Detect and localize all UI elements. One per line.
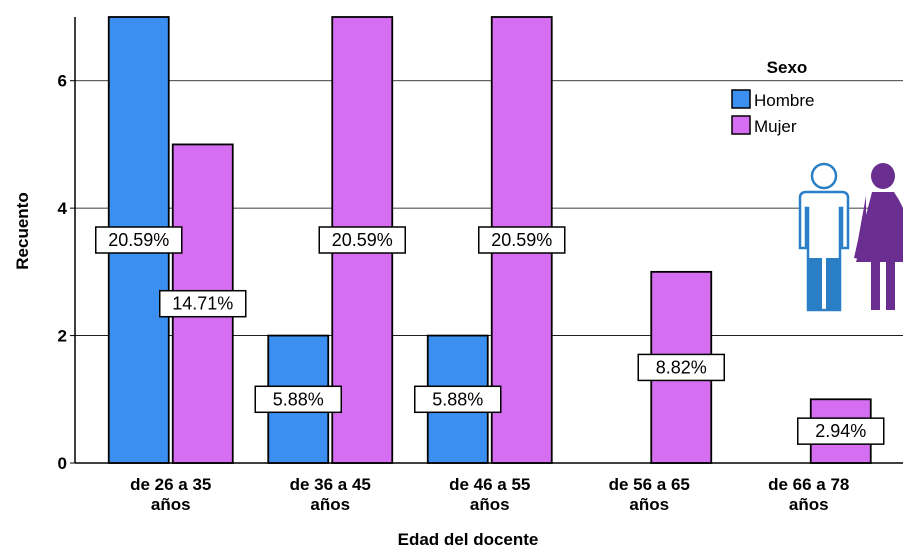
legend-label-hombre: Hombre bbox=[754, 91, 814, 110]
svg-text:2.94%: 2.94% bbox=[815, 421, 866, 441]
svg-text:5.88%: 5.88% bbox=[432, 389, 483, 409]
data-labels: 20.59% 14.71% 5.88% 20.59% 5.88% 20.59% 8.82% 2… bbox=[95, 226, 885, 445]
x-category-label: de 26 a 35 años bbox=[130, 475, 211, 514]
x-category-label: de 56 a 65 años bbox=[609, 475, 690, 514]
data-label-mujer-2: 20.59% bbox=[478, 226, 566, 254]
x-category-label: de 36 a 45 años bbox=[290, 475, 371, 514]
x-category-label: de 66 a 78 años bbox=[768, 475, 849, 514]
y-tick-label: 0 bbox=[58, 454, 67, 473]
y-tick-label: 2 bbox=[58, 327, 67, 346]
axes bbox=[74, 17, 903, 464]
svg-text:5.88%: 5.88% bbox=[273, 389, 324, 409]
x-category-labels: de 26 a 35 años de 36 a 45 años de 46 a 55 añ… bbox=[130, 475, 849, 514]
svg-text:20.59%: 20.59% bbox=[108, 230, 169, 250]
x-category-label: de 46 a 55 años bbox=[449, 475, 530, 514]
legend-label-mujer: Mujer bbox=[754, 117, 797, 136]
legend-swatch-mujer bbox=[731, 115, 751, 135]
legend-title: Sexo bbox=[767, 58, 808, 77]
svg-text:20.59%: 20.59% bbox=[491, 230, 552, 250]
data-label-mujer-3: 8.82% bbox=[637, 353, 725, 382]
data-label-hombre-2: 5.88% bbox=[414, 385, 502, 414]
legend-swatch-hombre bbox=[731, 89, 751, 109]
data-label-hombre-1: 5.88% bbox=[254, 385, 342, 414]
data-label-mujer-1: 20.59% bbox=[318, 226, 406, 254]
legend: Sexo Hombre Mujer bbox=[731, 58, 814, 136]
y-ticks: 0 2 4 6 bbox=[58, 72, 75, 473]
data-label-hombre-0: 20.59% bbox=[95, 226, 183, 254]
y-tick-label: 4 bbox=[58, 199, 68, 218]
y-tick-label: 6 bbox=[58, 72, 67, 91]
svg-text:8.82%: 8.82% bbox=[656, 357, 707, 377]
male-person-icon bbox=[798, 162, 850, 312]
y-axis-title: Recuento bbox=[13, 192, 32, 269]
x-axis-title: Edad del docente bbox=[398, 530, 539, 549]
data-label-mujer-4: 2.94% bbox=[797, 417, 885, 445]
data-label-mujer-0: 14.71% bbox=[159, 289, 247, 318]
female-person-icon bbox=[854, 163, 903, 310]
svg-text:14.71%: 14.71% bbox=[172, 294, 233, 314]
svg-text:20.59%: 20.59% bbox=[332, 230, 393, 250]
